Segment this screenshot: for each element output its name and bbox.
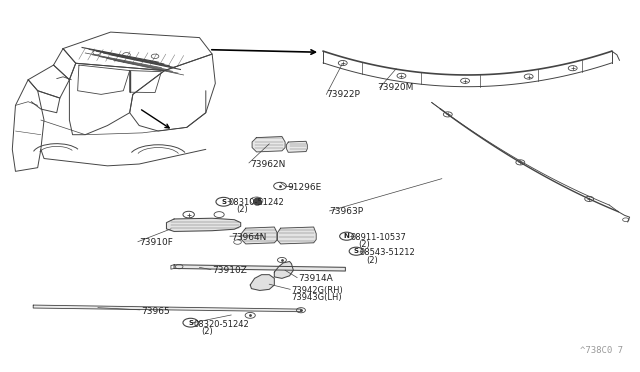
Text: 73914A: 73914A (298, 274, 333, 283)
Text: S: S (188, 320, 193, 326)
Text: 08543-51212: 08543-51212 (360, 248, 416, 257)
Text: S: S (354, 248, 358, 254)
Text: (2): (2) (366, 256, 378, 264)
Text: 08911-10537: 08911-10537 (351, 233, 406, 242)
Text: S: S (221, 199, 226, 205)
Text: 73942G(RH): 73942G(RH) (291, 286, 343, 295)
Polygon shape (277, 227, 316, 244)
Text: 73962N: 73962N (250, 160, 285, 169)
Text: 73964N: 73964N (231, 233, 266, 242)
Text: 73965: 73965 (141, 307, 170, 316)
Text: ^738C0 7: ^738C0 7 (580, 346, 623, 355)
Text: 08320-51242: 08320-51242 (193, 320, 249, 328)
Polygon shape (252, 137, 285, 152)
Text: 73910Z: 73910Z (212, 266, 247, 275)
Polygon shape (166, 218, 241, 231)
Text: 73910F: 73910F (139, 238, 173, 247)
Text: 73920M: 73920M (377, 83, 413, 92)
Text: 73922P: 73922P (326, 90, 360, 99)
Text: 73943G(LH): 73943G(LH) (291, 292, 342, 302)
Polygon shape (286, 141, 307, 152)
Polygon shape (275, 262, 293, 278)
Text: N: N (344, 233, 349, 239)
Text: 08310-51242: 08310-51242 (228, 198, 284, 207)
Text: (2): (2) (202, 327, 213, 336)
Text: (2): (2) (236, 205, 248, 214)
Text: 73963P: 73963P (330, 207, 364, 216)
Polygon shape (241, 227, 278, 244)
Polygon shape (33, 305, 301, 312)
Polygon shape (250, 275, 275, 291)
Circle shape (253, 198, 260, 203)
Text: (2): (2) (358, 240, 370, 249)
Polygon shape (174, 265, 346, 271)
Text: 91296E: 91296E (287, 183, 321, 192)
